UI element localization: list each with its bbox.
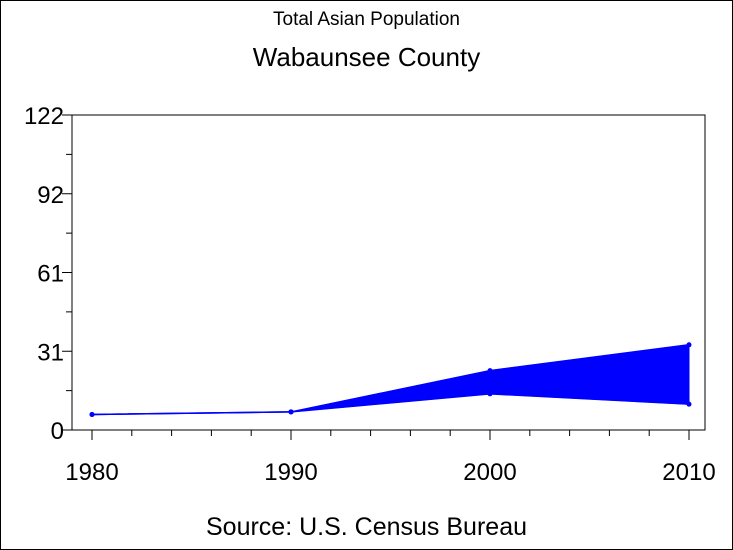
data-point-upper xyxy=(487,368,493,374)
source-note: Source: U.S. Census Bureau xyxy=(206,513,527,541)
series-line-lower xyxy=(91,393,690,416)
data-marks xyxy=(89,342,692,418)
x-tick-label: 2010 xyxy=(662,459,715,486)
y-tick-label: 0 xyxy=(51,418,64,445)
x-tick-label: 1980 xyxy=(65,459,118,486)
data-point-lower xyxy=(89,412,95,418)
data-point-lower xyxy=(288,409,294,415)
y-tick-label: 122 xyxy=(24,103,64,130)
series-band-area xyxy=(91,344,690,416)
data-point-lower xyxy=(487,391,493,397)
x-tick-label: 2000 xyxy=(463,459,516,486)
x-tick-label: 1990 xyxy=(264,459,317,486)
y-axis: 0 31 61 92 122 xyxy=(24,103,72,445)
x-axis: 1980 1990 2000 2010 xyxy=(65,430,716,486)
chart-subtitle: Wabaunsee County xyxy=(252,42,481,72)
y-tick-label: 31 xyxy=(37,339,64,366)
y-tick-label: 61 xyxy=(37,261,64,288)
data-point-upper xyxy=(686,342,692,348)
chart-title: Total Asian Population xyxy=(273,9,460,30)
data-point-lower xyxy=(686,401,692,407)
y-tick-label: 92 xyxy=(37,182,64,209)
